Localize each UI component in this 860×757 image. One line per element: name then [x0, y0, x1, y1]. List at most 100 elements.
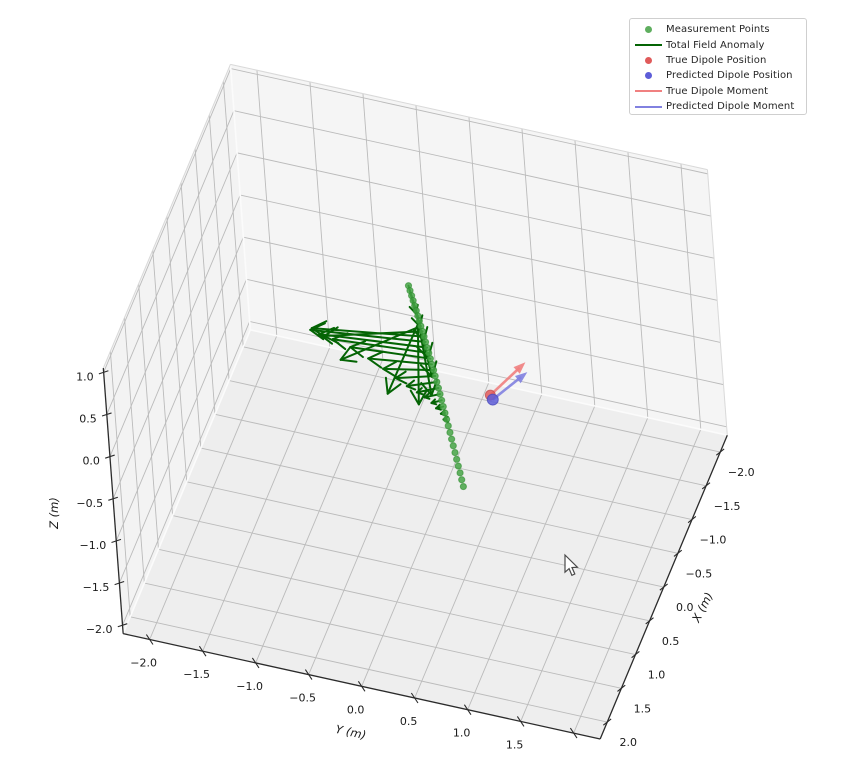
measurement-point — [439, 402, 447, 411]
x-axis-tick-label: −0.5 — [685, 567, 712, 580]
grid-line — [122, 321, 251, 626]
field-arrow — [386, 383, 402, 395]
axis-spine — [102, 368, 124, 634]
measurement-point — [454, 462, 462, 470]
grid-line — [202, 347, 331, 652]
predicted-dipole-marker-icon — [630, 72, 666, 80]
predicted-dipole-marker — [486, 393, 499, 406]
field-arrow — [309, 328, 325, 341]
field-arrow — [309, 328, 427, 344]
field-arrow — [382, 367, 398, 378]
true-dipole-marker-icon — [630, 56, 666, 64]
mouse-cursor — [564, 553, 579, 577]
grid-line — [680, 163, 702, 430]
grid-line — [124, 317, 145, 584]
grid-line — [233, 110, 712, 217]
y-axis-tick-label: −1.5 — [183, 668, 210, 681]
legend-item: True Dipole Position — [630, 53, 806, 68]
y-axis-tick-mark — [410, 692, 419, 704]
x-axis-tick-mark — [631, 651, 640, 659]
field-arrow — [349, 346, 364, 358]
true-moment-arrow-head-icon — [513, 362, 526, 374]
field-arrow — [309, 322, 326, 331]
grid-line — [361, 382, 490, 687]
z-axis-tick-label: −0.5 — [76, 497, 103, 510]
grid-line — [230, 68, 708, 175]
y-axis-tick-label: 1.0 — [453, 727, 471, 740]
field-arrow — [367, 350, 384, 360]
z-axis-tick-mark — [108, 496, 119, 501]
legend-item-label: Measurement Points — [666, 24, 770, 36]
measurement-point — [444, 422, 452, 430]
y-axis-tick-mark — [198, 645, 207, 657]
grid-line — [106, 110, 235, 415]
field-arrow — [435, 407, 442, 411]
x-axis-tick-mark — [687, 516, 697, 524]
y-axis-tick-mark — [304, 669, 313, 680]
z-axis-label: Z (m) — [47, 497, 61, 530]
field-arrow — [382, 360, 398, 370]
box-edge — [706, 169, 728, 436]
field-arrow — [367, 357, 433, 366]
field-arrow — [405, 380, 438, 388]
legend-item: Measurement Points — [630, 22, 806, 37]
legend-item-label: Predicted Dipole Moment — [666, 101, 795, 113]
z-axis-tick-label: 0.0 — [82, 455, 100, 468]
z-axis-tick-label: −1.5 — [83, 581, 110, 594]
grid-line — [208, 114, 230, 381]
measurement-point — [456, 469, 464, 477]
field-arrow — [415, 391, 425, 396]
x-axis-tick-mark — [617, 684, 626, 692]
pane-junction-edge — [229, 64, 252, 330]
field-anomaly-line-icon — [630, 43, 666, 47]
x-axis-tick-label: 0.5 — [662, 635, 680, 648]
grid-line — [255, 358, 384, 664]
legend-item-label: Total Field Anomaly — [666, 39, 765, 51]
measurement-point — [431, 372, 439, 380]
y-axis-tick-mark — [145, 634, 154, 645]
field-arrow — [394, 375, 437, 380]
legend-item: True Dipole Moment — [630, 84, 806, 99]
z-axis-tick-mark — [114, 581, 125, 586]
grid-line — [573, 429, 702, 734]
x-axis-tick-mark — [701, 482, 711, 490]
measurement-point — [429, 366, 438, 374]
grid-line — [109, 351, 131, 617]
measurement-point — [459, 482, 467, 491]
grid-line — [468, 116, 490, 383]
grid-line — [166, 216, 188, 482]
x-axis-tick-label: −1.0 — [700, 534, 727, 547]
y-axis-tick-mark — [569, 727, 578, 739]
measurement-point — [438, 396, 446, 404]
field-arrow — [405, 385, 417, 391]
x-axis-tick-label: −1.5 — [714, 500, 741, 513]
measurement-point — [458, 476, 466, 484]
legend-item: Predicted Dipole Position — [630, 68, 806, 83]
field-arrow — [339, 358, 358, 363]
measurement-point — [446, 428, 454, 437]
x-axis-tick-mark — [715, 448, 725, 456]
y-axis-tick-mark — [516, 716, 525, 727]
field-arrow — [310, 320, 328, 330]
grid-line — [138, 283, 159, 550]
y-axis-tick-mark — [251, 657, 260, 669]
field-arrow — [394, 377, 408, 385]
x-axis-tick-label: −2.0 — [728, 466, 755, 479]
x-axis-tick-label: 2.0 — [619, 736, 637, 749]
box-edge — [102, 64, 231, 369]
grid-line — [149, 335, 278, 640]
grid-line — [520, 417, 649, 722]
legend-item: Total Field Anomaly — [630, 37, 806, 52]
grid-line — [415, 105, 437, 371]
field-arrow — [331, 338, 347, 351]
field-arrow — [331, 338, 430, 355]
field-arrow — [318, 333, 334, 345]
grid-line — [414, 394, 543, 699]
y-axis-tick-label: −0.5 — [289, 692, 316, 705]
measurement-point — [453, 455, 461, 463]
z-axis-tick-label: −1.0 — [80, 539, 107, 552]
field-arrow — [382, 367, 435, 372]
predicted-moment-arrow — [491, 376, 522, 401]
field-arrow — [367, 357, 383, 369]
